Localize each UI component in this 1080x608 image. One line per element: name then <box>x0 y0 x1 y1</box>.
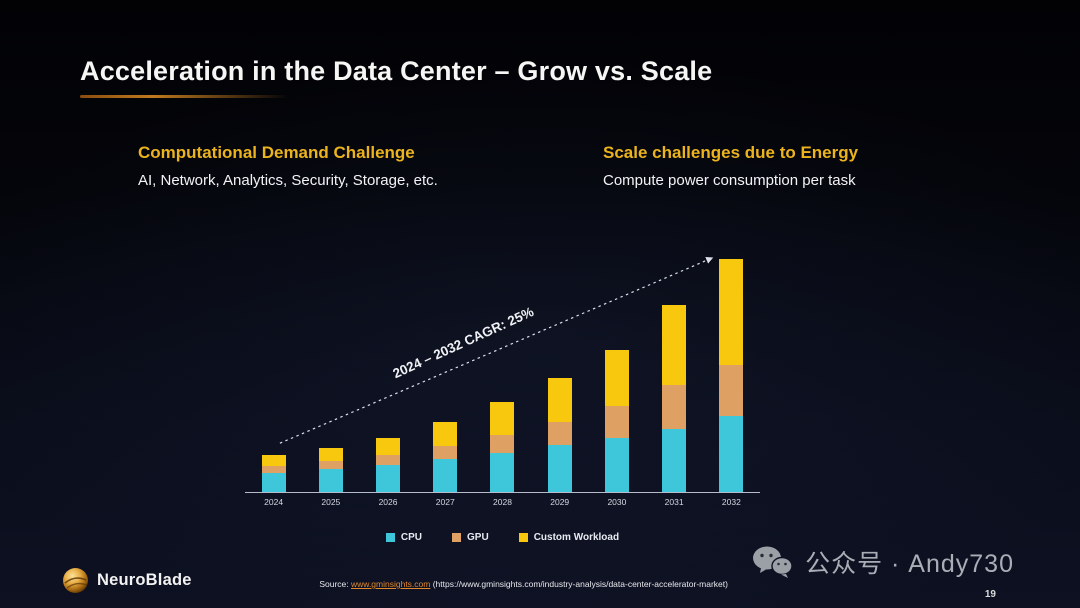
bar-segment-custom-workload <box>490 402 515 436</box>
bar-column-2031 <box>646 248 703 492</box>
bar-segment-cpu <box>376 464 401 492</box>
x-tick-label: 2030 <box>607 497 627 507</box>
x-tick-label: 2032 <box>721 497 741 507</box>
x-tick-label: 2026 <box>378 497 398 507</box>
bar-segment-cpu <box>490 453 515 492</box>
bar-segment-custom-workload <box>318 448 343 461</box>
bar-segment-cpu <box>662 428 687 492</box>
legend-swatch <box>518 533 528 542</box>
bar-segment-custom-workload <box>547 377 572 422</box>
bar-segment-gpu <box>604 406 629 439</box>
chart-legend: CPU GPU Custom Workload <box>245 532 760 543</box>
bar-column-2024 <box>245 248 302 492</box>
bar-column-2026 <box>359 248 416 492</box>
bar-column-2027 <box>417 248 474 492</box>
column-left: Computational Demand Challenge AI, Netwo… <box>138 143 438 189</box>
left-subheading: AI, Network, Analytics, Security, Storag… <box>138 172 438 189</box>
source-link[interactable]: www.gminsights.com <box>350 579 431 589</box>
source-rest: (https://www.gminsights.com/industry-ana… <box>430 579 728 589</box>
wechat-icon <box>753 546 793 578</box>
legend-swatch <box>385 533 395 542</box>
bar-segment-custom-workload <box>662 304 687 385</box>
bar-segment-cpu <box>719 415 744 492</box>
legend-label: Custom Workload <box>533 532 620 543</box>
page-number: 19 <box>984 589 996 600</box>
legend-label: GPU <box>467 532 489 543</box>
bar-segment-gpu <box>490 435 515 453</box>
bar-segment-cpu <box>604 438 629 492</box>
bar-column-2029 <box>531 248 588 492</box>
bar-segment-gpu <box>261 465 286 473</box>
bar-segment-cpu <box>433 458 458 492</box>
x-tick-label: 2029 <box>550 497 570 507</box>
legend-item-cpu: CPU <box>385 532 423 543</box>
legend-item-custom-workload: Custom Workload <box>518 532 620 543</box>
neuroblade-logo-icon <box>63 568 88 593</box>
bar-segment-custom-workload <box>604 349 629 407</box>
column-right: Scale challenges due to Energy Compute p… <box>603 143 858 189</box>
bar-column-2028 <box>474 248 531 492</box>
bar-column-2032 <box>703 248 760 492</box>
x-tick-label: 2024 <box>264 497 284 507</box>
wechat-attribution: 公众号 · Andy730 <box>751 544 1014 580</box>
bar-segment-custom-workload <box>719 258 744 366</box>
bar-column-2030 <box>588 248 645 492</box>
bar-segment-gpu <box>318 460 343 469</box>
x-tick-label: 2031 <box>664 497 684 507</box>
source-prefix: Source: <box>319 579 351 589</box>
x-axis-labels: 2024 2025 2026 2027 2028 2029 2030 2031 2032 <box>245 497 760 507</box>
legend-swatch <box>452 533 462 542</box>
page-title: Acceleration in the Data Center – Grow v… <box>80 56 713 86</box>
bar-segment-cpu <box>547 445 572 492</box>
bar-segment-gpu <box>547 421 572 446</box>
x-tick-label: 2025 <box>321 497 341 507</box>
bar-plot: 2024 – 2032 CAGR: 25% <box>245 248 760 493</box>
bar-segment-gpu <box>662 384 687 429</box>
title-underline <box>80 95 288 98</box>
x-tick-label: 2027 <box>435 497 455 507</box>
bar-segment-custom-workload <box>261 455 286 466</box>
source-line: Source: www.gminsights.com (https://www.… <box>319 579 728 589</box>
bar-segment-gpu <box>433 446 458 459</box>
bar-segment-gpu <box>376 454 401 465</box>
right-heading: Scale challenges due to Energy <box>603 143 859 162</box>
stacked-bar-chart: 2024 – 2032 CAGR: 25% 2024 2025 2026 2027 20… <box>245 248 760 543</box>
bar-segment-gpu <box>719 365 744 416</box>
bar-segment-custom-workload <box>433 421 458 447</box>
bar-column-2025 <box>302 248 359 492</box>
bar-segment-cpu <box>318 468 343 492</box>
legend-item-gpu: GPU <box>452 532 489 543</box>
bar-segment-custom-workload <box>376 438 401 455</box>
bar-segment-cpu <box>261 472 286 492</box>
wechat-text: 公众号 · Andy730 <box>805 550 1014 578</box>
left-heading: Computational Demand Challenge <box>138 143 415 162</box>
logo-text: NeuroBlade <box>97 571 192 589</box>
neuroblade-logo: NeuroBlade <box>62 567 192 594</box>
x-tick-label: 2028 <box>493 497 512 507</box>
legend-label: CPU <box>400 532 423 543</box>
right-subheading: Compute power consumption per task <box>603 172 856 189</box>
